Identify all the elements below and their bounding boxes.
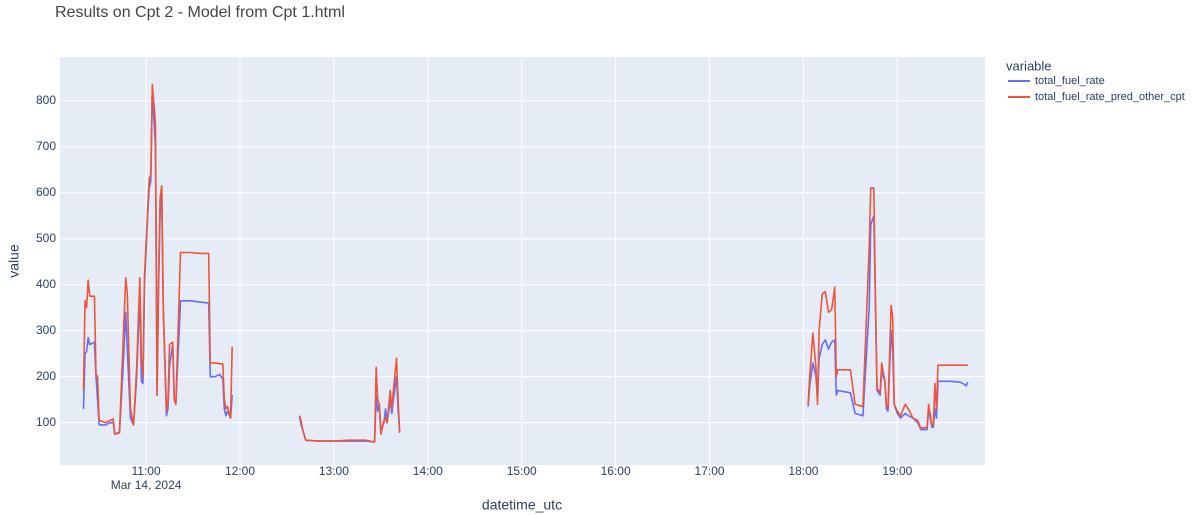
- x-tick-label: 16:00: [601, 464, 631, 478]
- x-tick-label: 11:00: [132, 464, 161, 478]
- y-tick-label: 400: [36, 277, 56, 291]
- series-line: [82, 83, 968, 443]
- y-tick-label: 800: [36, 93, 56, 107]
- x-tick-label: 18:00: [788, 464, 818, 478]
- y-tick-label: 100: [36, 415, 56, 429]
- y-tick-label: 500: [36, 231, 56, 245]
- y-tick-label: 300: [36, 323, 56, 337]
- y-tick-label: 700: [36, 139, 56, 153]
- x-tick-label: 12:00: [225, 464, 255, 478]
- legend-label[interactable]: total_fuel_rate_pred_other_cpt: [1035, 91, 1185, 103]
- x-tick-label: 17:00: [695, 464, 725, 478]
- y-axis-title: value: [6, 244, 22, 278]
- legend-title: variable: [1006, 58, 1052, 73]
- y-tick-label: 600: [36, 185, 56, 199]
- x-tick-label: 19:00: [882, 464, 912, 478]
- plot-area: [60, 57, 985, 465]
- x-tick-label: 13:00: [319, 464, 349, 478]
- x-tick-label: 14:00: [413, 464, 443, 478]
- y-tick-label: 200: [36, 369, 56, 383]
- x-tick-label: 15:00: [507, 464, 537, 478]
- chart-title: Results on Cpt 2 - Model from Cpt 1.html: [55, 4, 345, 21]
- x-tick-date-label: Mar 14, 2024: [111, 478, 182, 492]
- x-axis-title: datetime_utc: [482, 497, 562, 513]
- legend-label[interactable]: total_fuel_rate: [1035, 75, 1105, 87]
